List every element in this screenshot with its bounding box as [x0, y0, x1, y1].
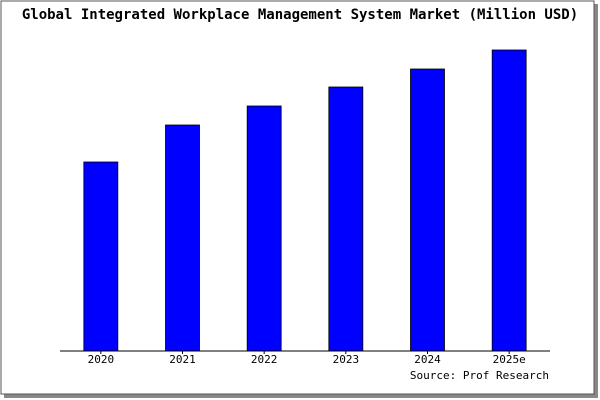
- x-tick-label: 2024: [414, 353, 441, 366]
- bar: [165, 124, 200, 352]
- x-tick-label: 2022: [251, 353, 278, 366]
- bar: [410, 68, 445, 352]
- x-tick-label: 2023: [333, 353, 360, 366]
- bar: [491, 49, 527, 352]
- bar: [83, 161, 119, 352]
- x-tick-label: 2025e: [493, 353, 526, 366]
- chart-title: Global Integrated Workplace Management S…: [22, 7, 578, 23]
- source-note: Source: Prof Research: [410, 369, 549, 382]
- x-tick-label: 2021: [169, 353, 196, 366]
- bar: [246, 105, 282, 352]
- x-tick-label: 2020: [88, 353, 115, 366]
- bar: [328, 86, 364, 352]
